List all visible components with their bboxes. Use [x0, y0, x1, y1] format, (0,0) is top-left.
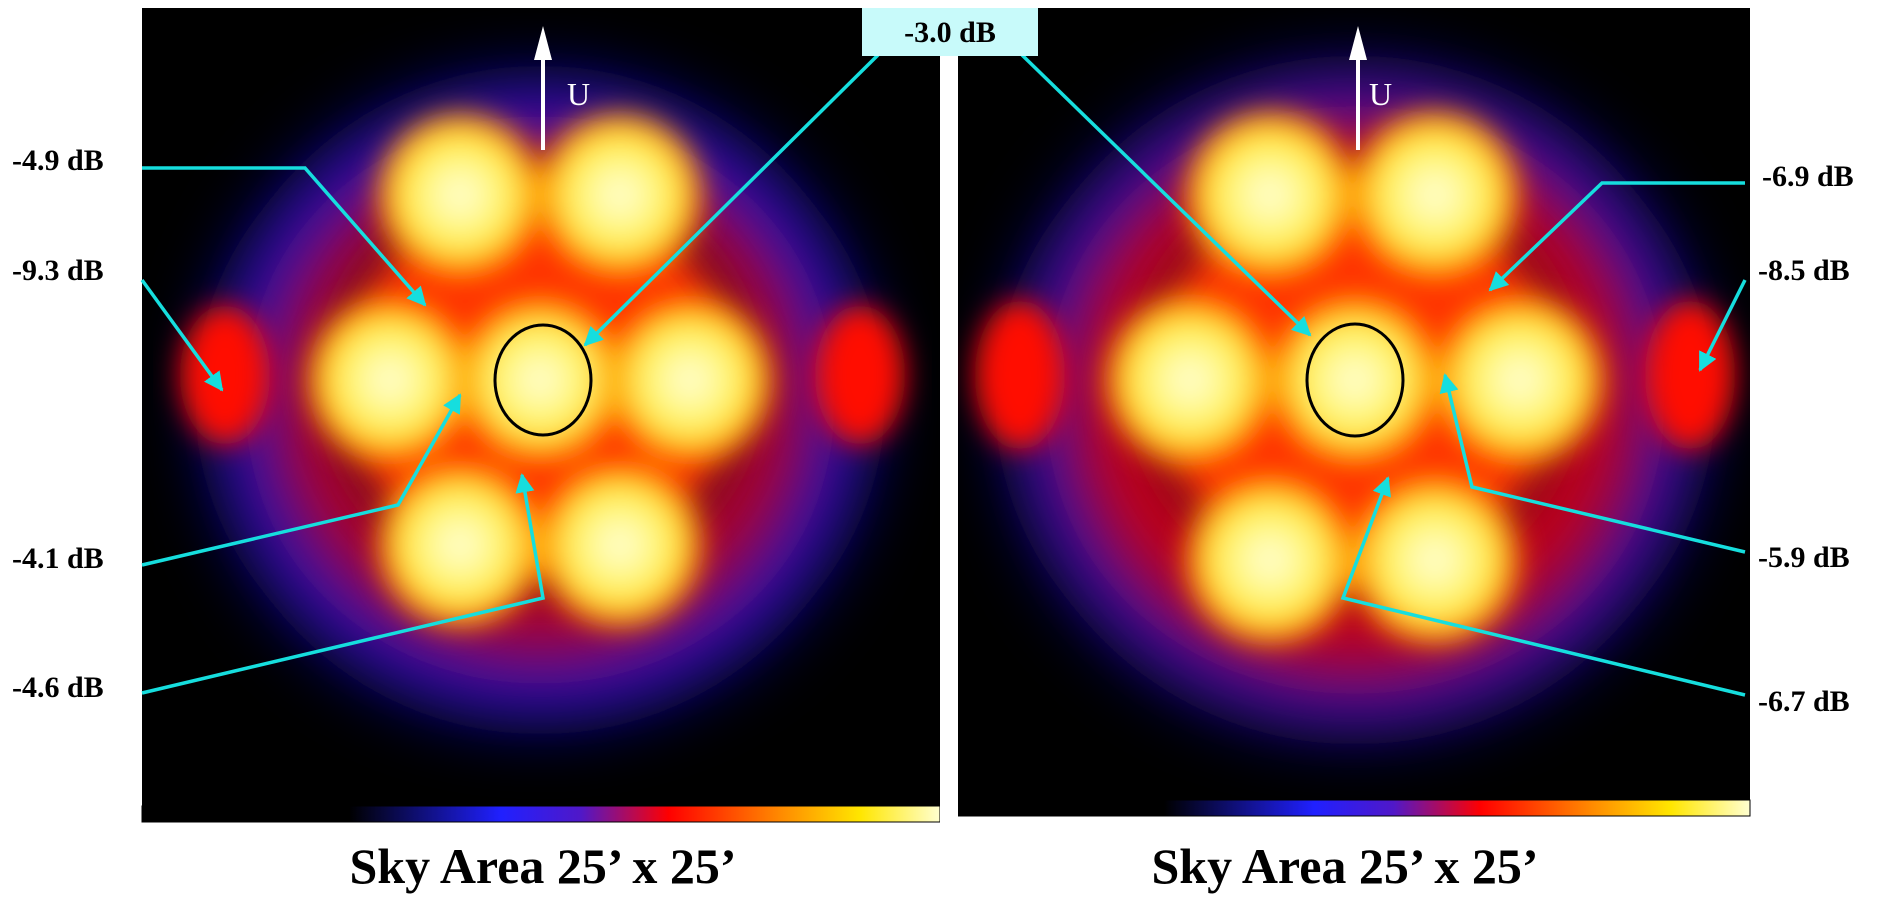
left-label-1: -4.9 dB [12, 144, 104, 177]
left-up-arrow: U [534, 26, 590, 150]
left-direction-label: U [567, 76, 590, 112]
right-center-beam-outline [1305, 322, 1405, 438]
pointer-left-upper [142, 166, 427, 307]
pointer-left-sidelobe [140, 278, 224, 392]
center-label: -3.0 dB [904, 16, 996, 49]
right-label-2: -8.5 dB [1758, 254, 1850, 287]
left-beam-map: U [141, 8, 941, 823]
pointer-lines [140, 53, 1747, 697]
left-label-4: -4.6 dB [12, 671, 104, 704]
pointer-right-lower [1340, 476, 1746, 697]
right-beam-map: U [957, 8, 1751, 817]
left-label-3: -4.1 dB [12, 542, 104, 575]
left-caption: Sky Area 25’ x 25’ [349, 838, 736, 894]
right-label-4: -6.7 dB [1758, 685, 1850, 718]
pointer-left-inner [141, 393, 462, 567]
pointer-right-sidelobe [1698, 279, 1747, 372]
left-label-2: -9.3 dB [12, 254, 104, 287]
right-label-3: -5.9 dB [1758, 541, 1850, 574]
left-center-beam-outline [493, 323, 593, 437]
pointer-center-right [1020, 53, 1312, 337]
right-direction-label: U [1369, 76, 1392, 112]
pointer-right-inner [1439, 373, 1746, 554]
right-caption: Sky Area 25’ x 25’ [1151, 838, 1538, 894]
right-up-arrow: U [1349, 26, 1392, 150]
right-label-1: -6.9 dB [1762, 160, 1854, 193]
pointer-center-left [583, 53, 880, 347]
center-label-box: -3.0 dB [862, 8, 1038, 56]
pointer-right-upper [1488, 181, 1745, 292]
pointer-left-lower [141, 473, 546, 695]
